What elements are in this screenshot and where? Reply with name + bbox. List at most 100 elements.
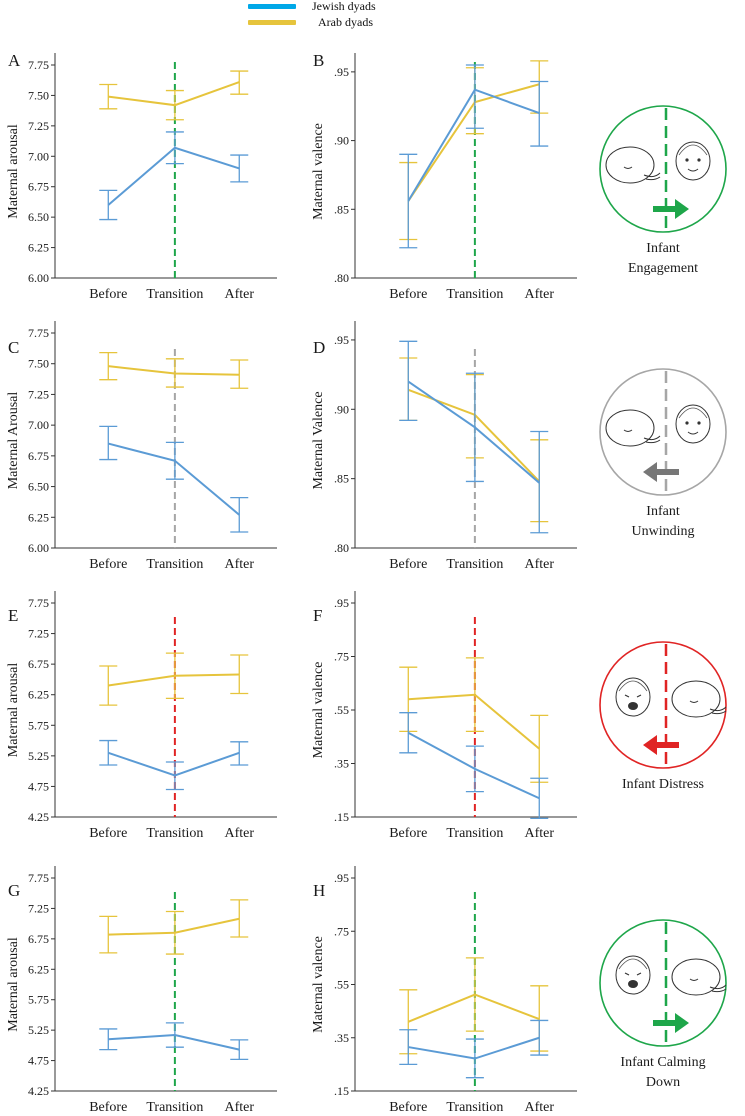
y-tick-label: 6.25 xyxy=(28,241,49,255)
y-tick-label: 7.75 xyxy=(28,58,49,72)
y-tick-label: 4.25 xyxy=(28,1084,49,1098)
infant-hand xyxy=(709,984,727,993)
x-tick-label: Transition xyxy=(146,287,203,302)
infant-sleeping-head xyxy=(671,680,721,718)
x-tick-label: After xyxy=(524,1100,554,1115)
x-tick-label: Transition xyxy=(446,826,503,841)
infant-calming-down-icon: Infant Calming Down xyxy=(599,919,727,1090)
panel-letter: F xyxy=(313,606,322,625)
infant-mouth xyxy=(628,980,638,988)
panel-letter: C xyxy=(8,338,19,357)
x-tick-label: Before xyxy=(389,1100,427,1115)
chart-panel-e: E 4.25 4.75 5.25 5.75 6.25 6.75 7.25 7.75 Materna… xyxy=(6,591,277,841)
icon-ring xyxy=(599,368,727,496)
legend-line-arab xyxy=(248,20,296,25)
icon-label: Engagement xyxy=(628,261,698,276)
panel-letter: G xyxy=(8,881,20,900)
y-tick-label: .90 xyxy=(334,134,349,148)
series-line-arab xyxy=(407,388,540,483)
infant-face xyxy=(675,404,711,444)
y-tick-label: 5.25 xyxy=(28,1023,49,1037)
infant-hair xyxy=(678,407,708,419)
panel-letter: E xyxy=(8,606,18,625)
panel-letter: B xyxy=(313,51,324,70)
arrow-right-icon xyxy=(653,199,689,219)
infant-hair xyxy=(678,144,708,156)
legend-label-arab: Arab dyads xyxy=(318,15,373,29)
y-tick-label: 6.50 xyxy=(28,480,49,494)
x-tick-label: Transition xyxy=(146,826,203,841)
series-line-jewish xyxy=(107,146,240,206)
x-tick-label: Transition xyxy=(146,1100,203,1115)
infant-hand xyxy=(709,706,727,715)
legend-line-jewish xyxy=(248,4,296,9)
icon-ring xyxy=(599,105,727,233)
chart-panel-d: D .80 .85 .90 .95 Maternal Valence Before Trans… xyxy=(311,321,577,572)
y-tick-label: 6.50 xyxy=(28,210,49,224)
chart-panel-b: B .80 .85 .90 .95 Maternal valence Before Trans… xyxy=(311,51,577,302)
y-tick-label: 7.00 xyxy=(28,149,49,163)
x-tick-label: After xyxy=(224,1100,254,1115)
panel-letter: A xyxy=(8,51,21,70)
x-tick-label: Before xyxy=(389,287,427,302)
y-tick-label: 7.75 xyxy=(28,871,49,885)
infant-eyes xyxy=(624,694,642,698)
y-tick-label: 6.25 xyxy=(28,510,49,524)
y-tick-label: .55 xyxy=(334,703,349,717)
y-tick-label: .75 xyxy=(334,650,349,664)
x-tick-label: Before xyxy=(89,557,127,572)
infant-face xyxy=(675,141,711,181)
y-tick-label: 7.50 xyxy=(28,88,49,102)
series-line-jewish xyxy=(407,731,540,800)
y-tick-label: .35 xyxy=(334,1031,349,1045)
chart-panel-a: A 6.00 6.25 6.50 6.75 7.00 7.25 7.50 7.75 Materna… xyxy=(6,51,277,302)
series-line-arab xyxy=(108,917,240,936)
y-tick-label: 7.75 xyxy=(28,596,49,610)
infant-closed-eye xyxy=(623,166,633,169)
y-tick-label: 7.00 xyxy=(28,418,49,432)
icon-label: Unwinding xyxy=(632,524,695,539)
infant-closed-eye xyxy=(623,429,633,432)
x-tick-label: Before xyxy=(89,826,127,841)
infant-closed-eye xyxy=(689,700,699,703)
series-line-arab xyxy=(407,993,540,1023)
series-line-jewish xyxy=(107,751,240,777)
x-tick-label: After xyxy=(224,557,254,572)
y-tick-label: .85 xyxy=(334,202,349,216)
y-tick-label: 7.50 xyxy=(28,357,49,371)
y-tick-label: 5.25 xyxy=(28,749,49,763)
y-tick-label: 6.25 xyxy=(28,962,49,976)
x-tick-label: Before xyxy=(389,826,427,841)
series-line-jewish xyxy=(408,1036,540,1060)
series-line-jewish xyxy=(407,88,540,202)
series-line-arab xyxy=(108,81,240,107)
y-tick-label: 6.00 xyxy=(28,271,49,285)
panel-letter: H xyxy=(313,881,325,900)
infant-eye xyxy=(697,421,701,425)
y-tick-label: .85 xyxy=(334,472,349,486)
y-axis-label: Maternal arousal xyxy=(6,937,21,1032)
y-tick-label: .35 xyxy=(334,757,349,771)
y-tick-label: 5.75 xyxy=(28,993,49,1007)
y-tick-label: .15 xyxy=(334,810,349,824)
y-tick-label: 6.75 xyxy=(28,449,49,463)
arrow-right-icon xyxy=(653,1013,689,1033)
x-tick-label: Before xyxy=(89,287,127,302)
infant-eyes xyxy=(624,972,642,976)
y-tick-label: 6.75 xyxy=(28,932,49,946)
x-tick-label: After xyxy=(224,287,254,302)
infant-sleeping-head xyxy=(605,146,655,184)
y-axis-label: Maternal arousal xyxy=(6,124,21,219)
y-tick-label: 6.25 xyxy=(28,688,49,702)
x-tick-label: After xyxy=(224,826,254,841)
y-tick-label: 7.25 xyxy=(28,387,49,401)
infant-eye xyxy=(685,421,689,425)
chart-panel-f: F .15 .35 .55 .75 .95 Maternal valence Before Tr… xyxy=(311,591,577,841)
x-tick-label: After xyxy=(524,557,554,572)
infant-face xyxy=(615,677,651,717)
y-tick-label: .95 xyxy=(334,596,349,610)
x-tick-label: Transition xyxy=(446,1100,503,1115)
y-axis-label: Maternal Valence xyxy=(311,391,326,489)
icon-label: Down xyxy=(646,1075,680,1090)
